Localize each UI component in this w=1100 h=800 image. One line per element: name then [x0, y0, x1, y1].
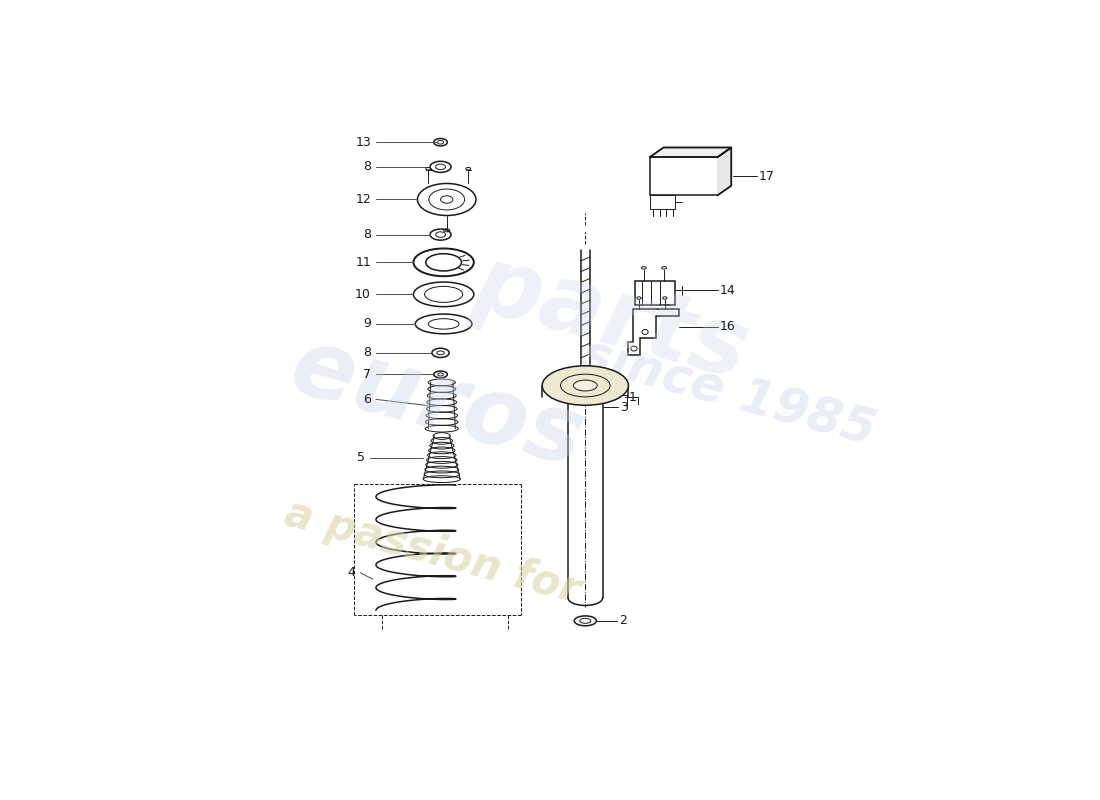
FancyBboxPatch shape [650, 195, 674, 209]
Text: euros: euros [280, 321, 593, 487]
Text: 13: 13 [355, 136, 371, 149]
Text: 17: 17 [759, 170, 774, 182]
Text: 4: 4 [348, 566, 355, 579]
Text: parts: parts [465, 237, 759, 398]
Text: 3: 3 [619, 401, 628, 414]
Text: 8: 8 [363, 160, 371, 174]
Polygon shape [650, 147, 732, 157]
Text: 2: 2 [619, 614, 627, 627]
Text: 6: 6 [363, 393, 371, 406]
Text: a passion for: a passion for [280, 492, 585, 611]
Text: 10: 10 [355, 288, 371, 301]
Text: 5: 5 [356, 451, 365, 464]
Ellipse shape [573, 380, 597, 391]
FancyBboxPatch shape [635, 282, 675, 305]
Text: 11: 11 [355, 256, 371, 269]
Text: 1: 1 [629, 391, 637, 404]
Text: 8: 8 [363, 346, 371, 359]
Ellipse shape [542, 366, 628, 406]
Text: 7: 7 [363, 368, 371, 381]
Text: 8: 8 [363, 228, 371, 241]
Text: 16: 16 [719, 321, 735, 334]
Polygon shape [628, 309, 679, 354]
FancyBboxPatch shape [650, 157, 717, 195]
Text: since 1985: since 1985 [576, 330, 881, 454]
Text: 14: 14 [719, 283, 735, 297]
Text: 12: 12 [355, 193, 371, 206]
Text: 9: 9 [363, 318, 371, 330]
Polygon shape [717, 147, 732, 195]
